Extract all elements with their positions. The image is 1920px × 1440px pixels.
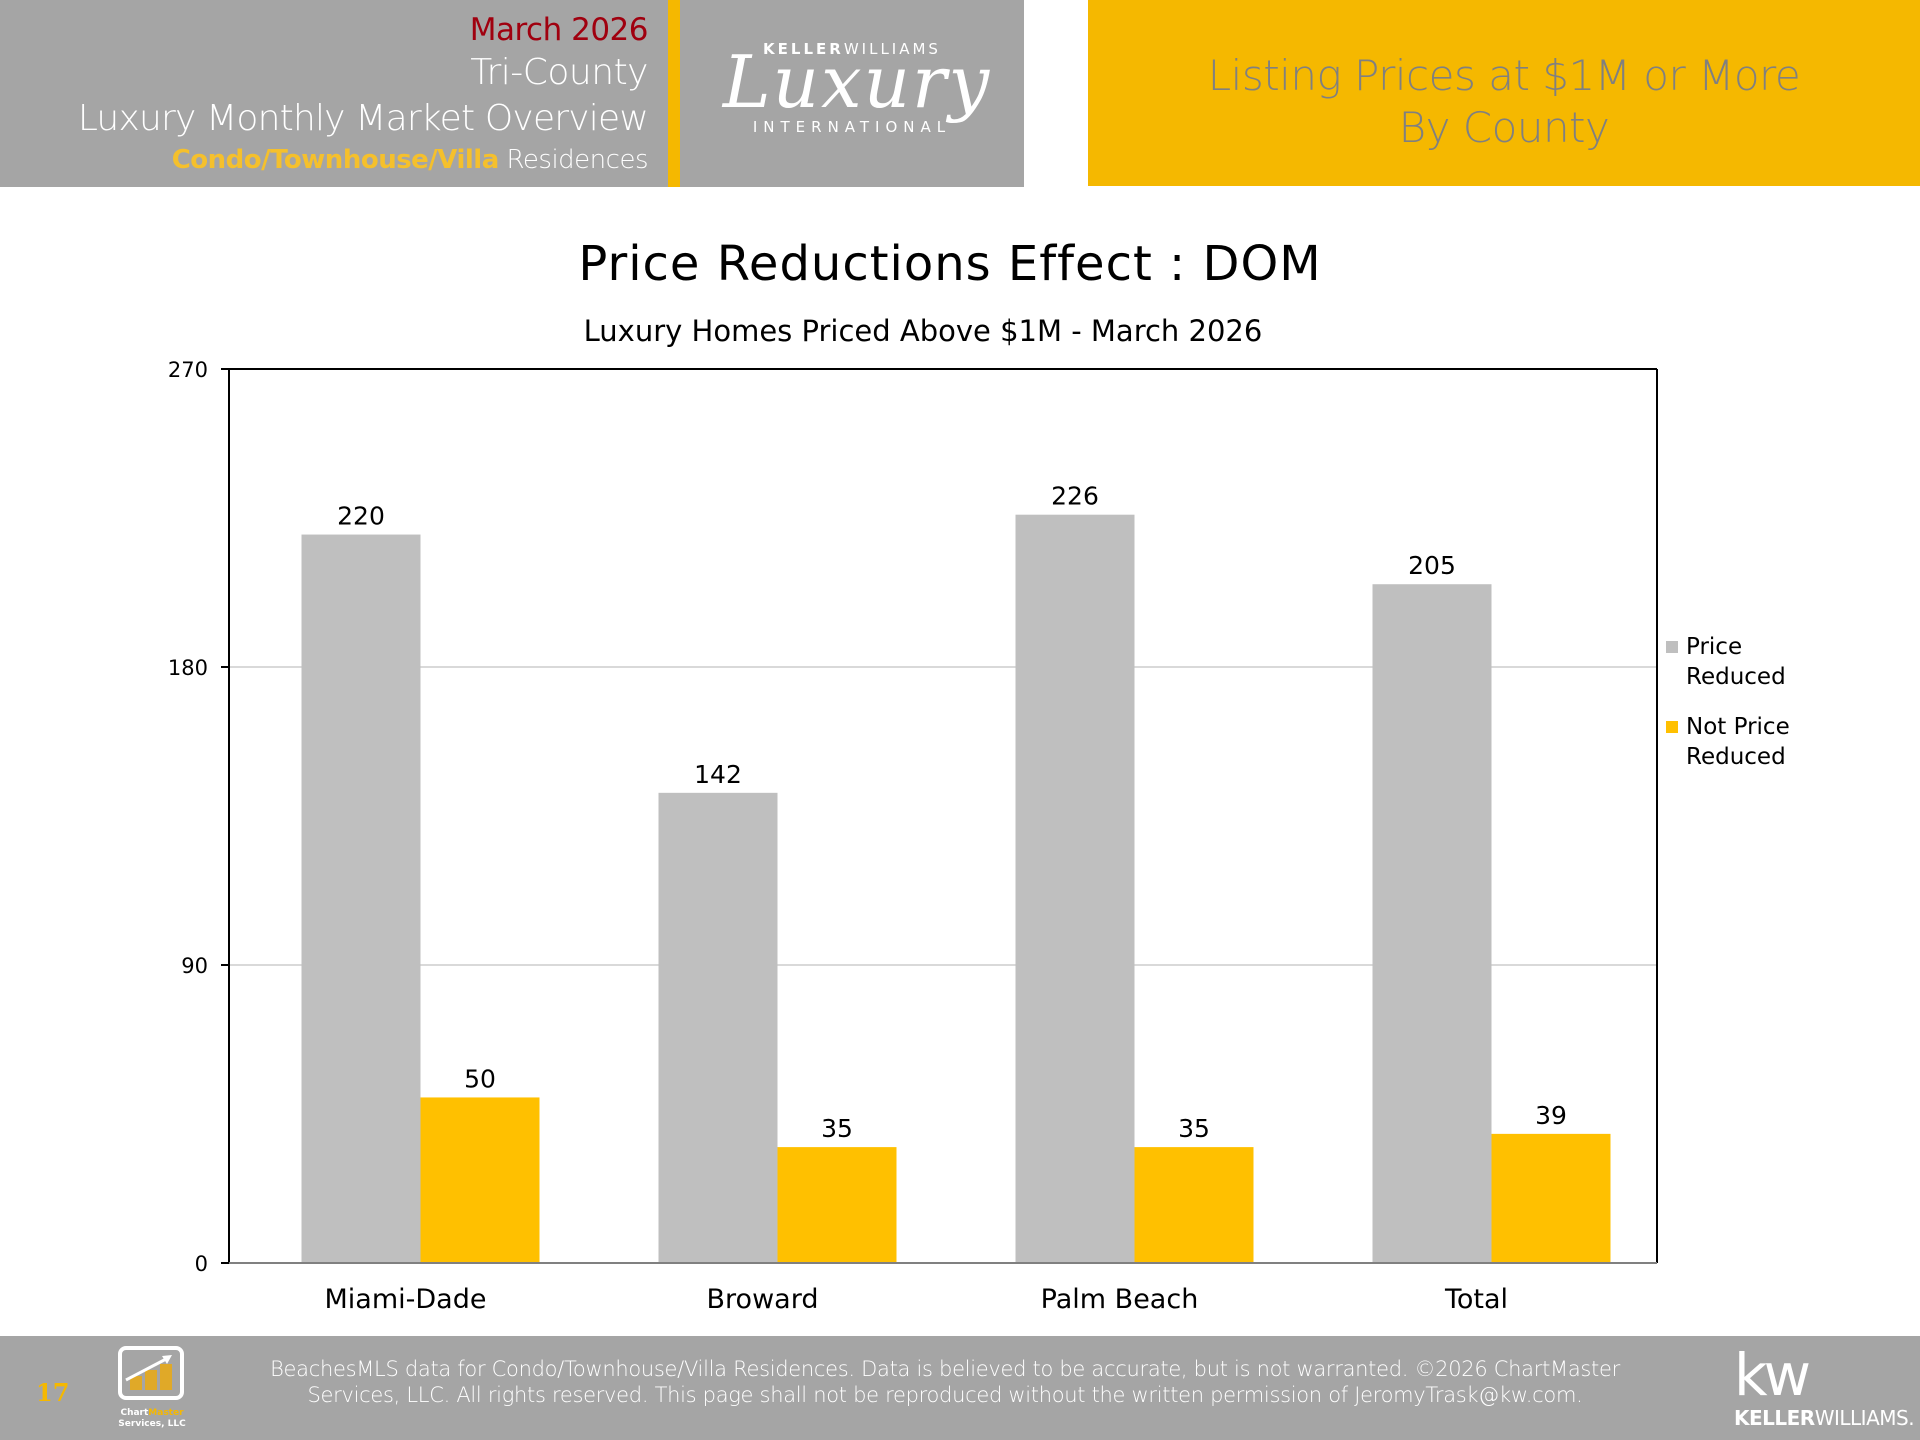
- header-divider: [668, 0, 680, 187]
- section-title-panel: Listing Prices at $1M or More By County: [1088, 0, 1920, 186]
- x-category-label: Palm Beach: [1041, 1284, 1199, 1315]
- legend-label: Price: [1686, 634, 1742, 660]
- data-labels: 220 50 142 35 226 35 205 39: [337, 482, 1567, 1143]
- disclaimer-line1: BeachesMLS data for Condo/Townhouse/Vill…: [270, 1357, 1620, 1381]
- data-label: 50: [464, 1064, 496, 1093]
- legend-swatch: [1666, 641, 1678, 653]
- axes: 0 90 180 270 Miami-Dade Broward Palm Beach Tota…: [168, 358, 1658, 1315]
- bar-price-reduced: [1372, 584, 1492, 1263]
- legend-label: Reduced: [1686, 664, 1786, 690]
- data-label: 142: [694, 760, 742, 789]
- footer-disclaimer: BeachesMLS data for Condo/Townhouse/Vill…: [230, 1356, 1660, 1408]
- data-label: 35: [821, 1114, 853, 1143]
- legend-label: Not Price: [1686, 714, 1790, 740]
- y-tick-label: 90: [181, 954, 208, 978]
- bar-price-reduced: [658, 792, 778, 1263]
- data-label: 205: [1408, 551, 1456, 580]
- kellerwilliams-logo: kw KELLERWILLIAMS.: [1732, 1341, 1915, 1436]
- logo-luxury-script: Luxury: [722, 40, 992, 124]
- chartmaster-name: ChartMaster Services, LLC: [118, 1408, 186, 1429]
- section-title-line1: Listing Prices at $1M or More: [1207, 51, 1801, 100]
- x-category-label: Broward: [707, 1284, 819, 1315]
- section-title: Listing Prices at $1M or More By County: [1088, 50, 1920, 154]
- report-title: Luxury Monthly Market Overview: [77, 98, 649, 139]
- report-month: March 2026: [469, 12, 649, 48]
- bar-price-reduced: [301, 534, 421, 1263]
- y-tick-label: 270: [168, 358, 208, 382]
- kw-mark: kw: [1734, 1341, 1811, 1409]
- y-tick-label: 0: [195, 1252, 208, 1276]
- footer: 17 ChartMaster Services, LLC BeachesMLS d…: [0, 1336, 1920, 1440]
- x-category-label: Miami-Dade: [325, 1284, 487, 1315]
- chartmaster-logo: ChartMaster Services, LLC: [116, 1346, 192, 1436]
- report-region: Tri-County: [470, 52, 648, 93]
- bar-not-price-reduced: [777, 1147, 897, 1263]
- chart-growth-icon: [118, 1346, 184, 1400]
- x-category-label: Total: [1444, 1284, 1508, 1315]
- legend: Price Reduced Not Price Reduced: [1666, 634, 1790, 770]
- legend-swatch: [1666, 721, 1678, 733]
- bar-chart: 0 90 180 270 Miami-Dade Broward Palm Beach Tota…: [168, 358, 1790, 1315]
- disclaimer-line2: Services, LLC. All rights reserved. This…: [307, 1383, 1583, 1407]
- bar-not-price-reduced: [1134, 1147, 1254, 1263]
- y-tick-label: 180: [168, 656, 208, 680]
- bar-not-price-reduced: [1491, 1133, 1611, 1263]
- bars: [301, 514, 1611, 1263]
- page-number: 17: [36, 1378, 70, 1407]
- property-type-rest: Residences: [498, 145, 649, 175]
- legend-label: Reduced: [1686, 744, 1786, 770]
- header-title-panel: March 2026 Tri-County Luxury Monthly Mar…: [0, 0, 668, 187]
- bar-price-reduced: [1015, 514, 1135, 1263]
- logo-kellerwilliams-text: KELLERWILLIAMS: [763, 40, 941, 58]
- data-label: 39: [1535, 1101, 1567, 1130]
- kw-luxury-logo: KELLERWILLIAMS Luxury INTERNATIONAL: [680, 0, 1024, 187]
- chart-subtitle: Luxury Homes Priced Above $1M - March 20…: [583, 314, 1263, 348]
- data-label: 220: [337, 502, 385, 531]
- kw-wordmark: KELLERWILLIAMS.: [1734, 1406, 1915, 1430]
- logo-international-text: INTERNATIONAL: [752, 118, 952, 136]
- data-label: 226: [1051, 482, 1099, 511]
- bar-not-price-reduced: [420, 1097, 540, 1263]
- property-type-accent: Condo/Townhouse/Villa: [171, 145, 500, 175]
- chart-title: Price Reductions Effect : DOM: [578, 236, 1322, 292]
- property-type: Condo/Townhouse/Villa Residences: [171, 145, 649, 175]
- section-title-line2: By County: [1398, 103, 1610, 152]
- data-label: 35: [1178, 1114, 1210, 1143]
